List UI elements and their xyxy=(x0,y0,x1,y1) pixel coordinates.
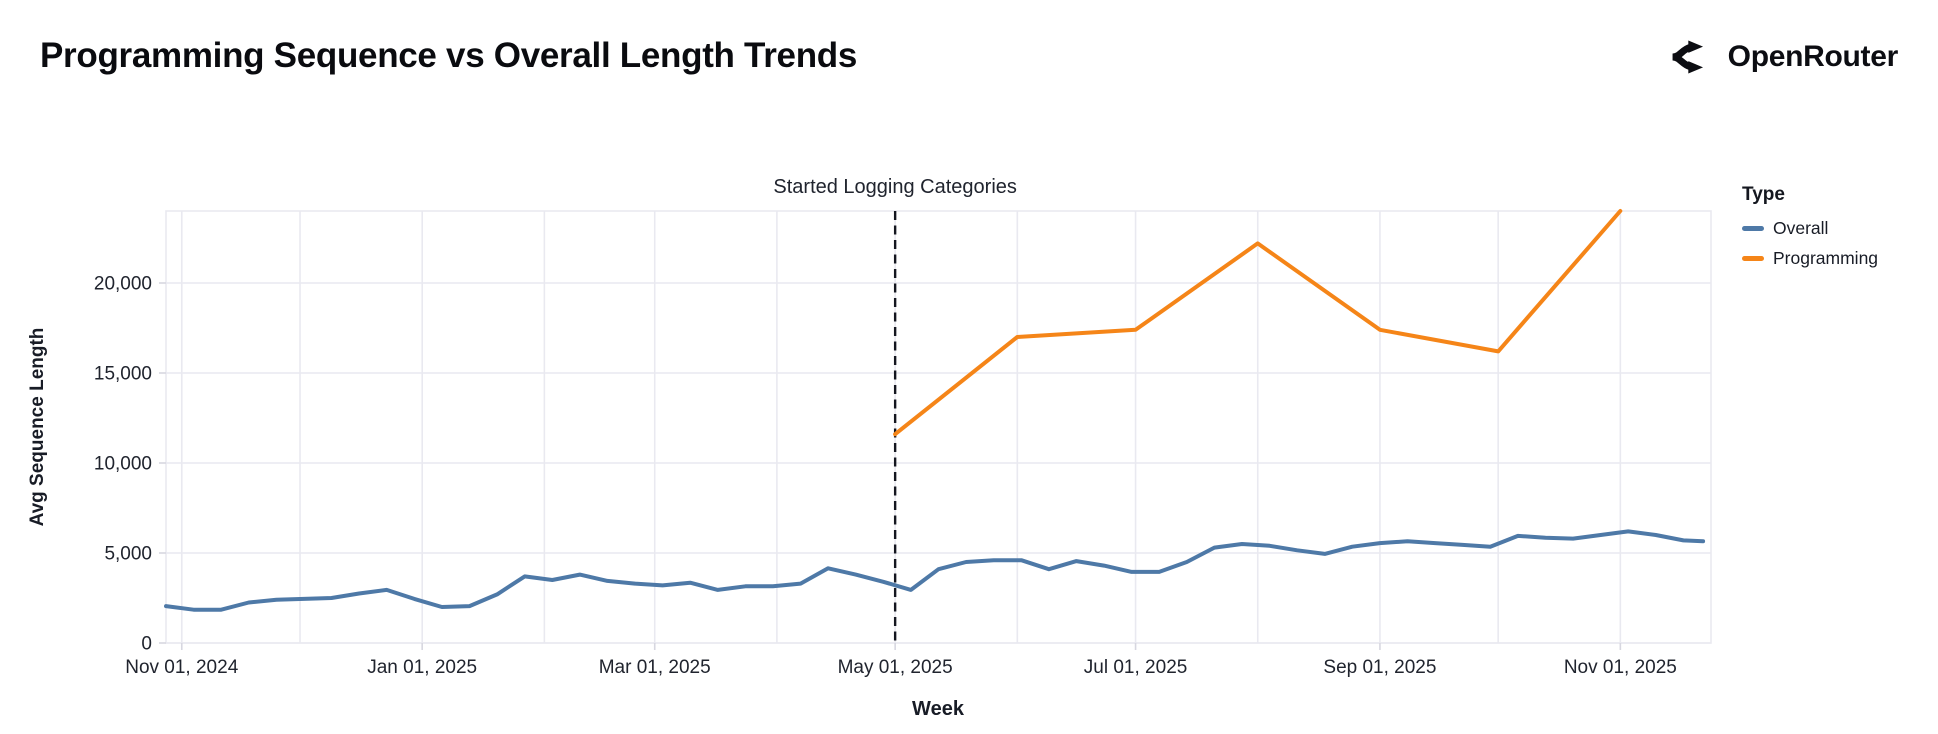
svg-text:Mar 01, 2025: Mar 01, 2025 xyxy=(599,657,711,678)
svg-text:0: 0 xyxy=(141,634,152,655)
page-title: Programming Sequence vs Overall Length T… xyxy=(40,36,858,75)
svg-text:10,000: 10,000 xyxy=(94,454,152,475)
openrouter-logo[interactable]: OpenRouter xyxy=(1669,34,1898,80)
openrouter-logo-icon xyxy=(1671,40,1703,74)
openrouter-logo-text: OpenRouter xyxy=(1727,40,1899,73)
legend-item-overall: Overall xyxy=(1742,218,1878,239)
svg-text:20,000: 20,000 xyxy=(94,274,152,295)
svg-text:5,000: 5,000 xyxy=(104,544,152,565)
svg-text:Jul 01, 2025: Jul 01, 2025 xyxy=(1084,657,1188,678)
y-axis-title: Avg Sequence Length xyxy=(27,327,48,527)
legend-title: Type xyxy=(1742,184,1785,205)
svg-text:Sep 01, 2025: Sep 01, 2025 xyxy=(1323,657,1436,678)
svg-text:Jan 01, 2025: Jan 01, 2025 xyxy=(367,657,477,678)
legend-item-programming: Programming xyxy=(1742,248,1878,269)
svg-text:Nov 01, 2025: Nov 01, 2025 xyxy=(1564,657,1677,678)
legend-label-overall: Overall xyxy=(1773,218,1829,238)
x-axis-title: Week xyxy=(912,698,964,720)
legend-swatch-overall xyxy=(1742,226,1764,231)
legend: Type Overall Programming xyxy=(1742,184,1878,278)
legend-swatch-programming xyxy=(1742,256,1764,261)
svg-text:15,000: 15,000 xyxy=(94,364,152,385)
annotation-label: Started Logging Categories xyxy=(773,176,1017,198)
legend-label-programming: Programming xyxy=(1773,248,1879,268)
svg-text:May 01, 2025: May 01, 2025 xyxy=(838,657,953,678)
svg-text:Nov 01, 2024: Nov 01, 2024 xyxy=(125,657,238,678)
